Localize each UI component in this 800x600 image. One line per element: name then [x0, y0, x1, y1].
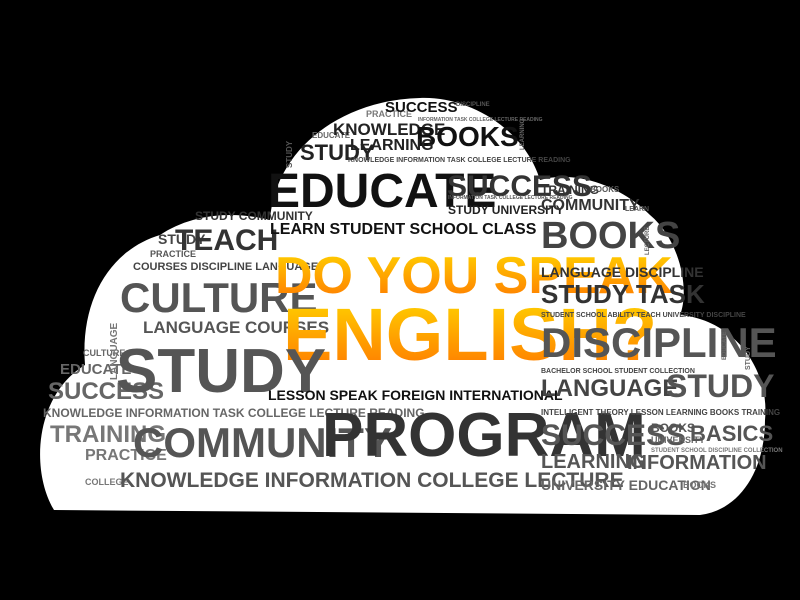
- word-study-task: STUDY TASK: [541, 279, 705, 309]
- word-university-small: UNIVERSITY: [651, 435, 706, 445]
- word-books-right: BOOKS: [541, 215, 681, 257]
- word-courses-discipline: COURSES DISCIPLINE LANGUAGE: [133, 261, 319, 273]
- word-training: TRAINING: [541, 183, 599, 197]
- word-info-task-mid: INFORMATION TASK COLLEGE LECTURE READING: [448, 195, 573, 201]
- word-lesson-row: LESSON SPEAK FOREIGN INTERNATIONAL: [268, 387, 563, 403]
- word-culture-small: CULTURE: [83, 348, 126, 358]
- word-discipline-tiny: DISCIPLINE: [456, 102, 490, 108]
- word-knowledge: KNOWLEDGE: [333, 120, 446, 139]
- word-program: PROGRAM: [322, 401, 646, 470]
- word-study-left: STUDY: [158, 231, 206, 247]
- word-information-right: INFORMATION: [627, 452, 767, 474]
- word-learn-tiny: LEARN: [625, 206, 650, 213]
- word-language-right: LANGUAGE: [541, 375, 679, 402]
- word-success-mid: SUCCESS: [447, 170, 593, 203]
- word-language-discipline: LANGUAGE DISCIPLINE: [541, 264, 704, 280]
- word-training-left: TRAINING: [50, 421, 166, 448]
- word-study-small: STUDY: [300, 140, 375, 165]
- word-language-vertical: LANGUAGE: [109, 322, 120, 380]
- word-knowledge-bottom: KNOWLEDGE INFORMATION COLLEGE LECTURE: [120, 469, 624, 492]
- word-practice-bottom: PRACTICE: [85, 447, 167, 464]
- word-culture: CULTURE: [120, 274, 318, 321]
- word-community-big: COMMUNITY: [133, 419, 392, 466]
- word-learn-student: LEARN STUDENT SCHOOL CLASS: [270, 221, 537, 238]
- cloud-silhouette: [40, 97, 766, 515]
- word-college-small: COLLEGE: [85, 477, 129, 487]
- word-study-big: STUDY: [116, 337, 327, 406]
- word-books-top: BOOKS: [416, 121, 519, 152]
- word-knowledge-left: KNOWLEDGE INFORMATION TASK COLLEGE LECTU…: [43, 406, 425, 420]
- word-practice-left: PRACTICE: [150, 249, 197, 259]
- word-discipline-big: DISCIPLINE: [541, 319, 777, 366]
- word-language-courses: LANGUAGE COURSES: [143, 318, 330, 337]
- word-educate-small: EDUCATE: [312, 131, 351, 140]
- word-books-small: BOOKS: [651, 421, 696, 435]
- headline-line1: DO YOU SPEAK: [275, 247, 673, 305]
- word-intelligent-row: INTELLIGENT THEORY LESSON LEARNING BOOKS…: [541, 408, 781, 417]
- word-success-left: SUCCESS: [48, 378, 165, 405]
- word-information-tiny: INFORMATION TASK COLLEGE LECTURE READING: [418, 117, 543, 123]
- word-practice: PRACTICE: [366, 109, 413, 119]
- word-study-university: STUDY UNIVERSITY: [448, 203, 564, 217]
- word-educate: EDUCATE: [268, 165, 497, 218]
- headline-line2: ENGLISH?: [283, 293, 658, 376]
- word-study-right: STUDY: [666, 368, 775, 404]
- word-success-right: SUCCESS: [541, 419, 687, 452]
- word-basics: BASICS: [690, 421, 774, 446]
- word-learning-small: LEARNING: [350, 137, 434, 154]
- word-lecture-vertical: LECTURE: [645, 226, 651, 255]
- word-study-mid-vertical: STUDY: [745, 346, 752, 370]
- word-educate-left: EDUCATE: [60, 361, 132, 378]
- word-educate-right-vertical: EDUCATE: [722, 331, 728, 360]
- word-bachelor-row: BACHELOR SCHOOL STUDENT COLLECTION: [541, 368, 695, 375]
- word-success: SUCCESS: [385, 99, 458, 116]
- word-community-right: COMMUNITY: [541, 197, 640, 214]
- word-school-collection: STUDENT SCHOOL DISCIPLINE COLLECTION: [651, 448, 783, 454]
- word-books-bottom: BOOKS: [683, 480, 717, 490]
- word-books-tiny: BOOKS: [590, 185, 620, 194]
- word-study-community: STUDY COMMUNITY: [195, 209, 313, 223]
- word-knowledge-row: KNOWLEDGE INFORMATION TASK COLLEGE LECTU…: [348, 157, 571, 164]
- word-study-vertical: STUDY: [285, 140, 294, 168]
- word-university-education: UNIVERSITY EDUCATION: [541, 477, 711, 493]
- word-teach: TEACH: [175, 224, 279, 257]
- word-learning-vertical: LEARNING: [520, 118, 526, 150]
- word-learning-right: LEARNING: [541, 451, 646, 473]
- word-student-school: STUDENT SCHOOL ABILITY TEACH UNIVERSITY …: [541, 312, 746, 319]
